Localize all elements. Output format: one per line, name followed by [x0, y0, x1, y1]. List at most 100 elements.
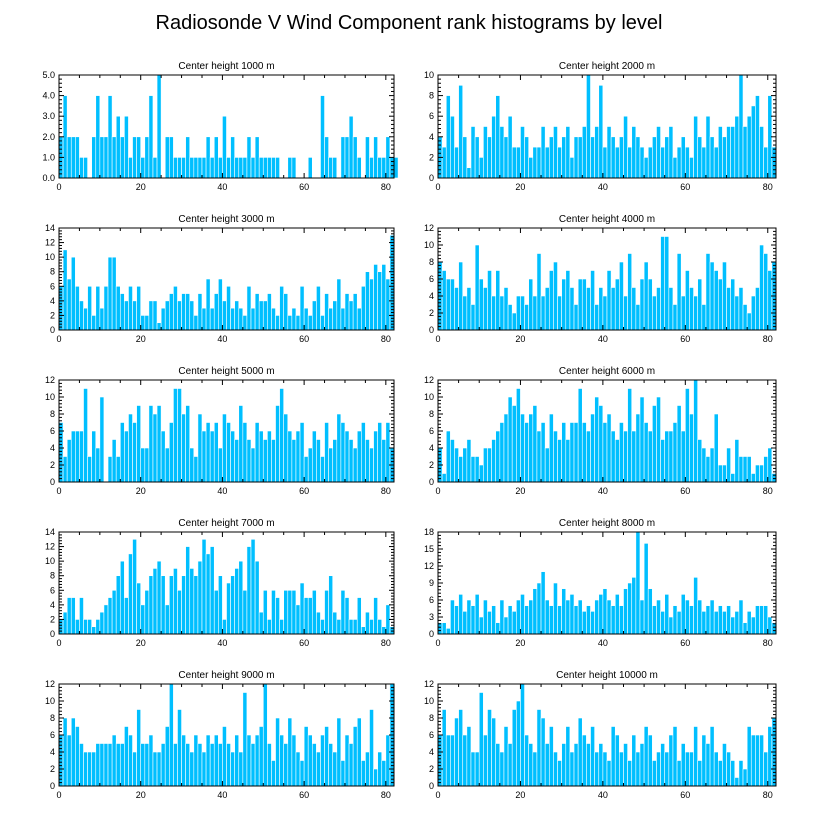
- histogram-bar: [569, 287, 575, 331]
- histogram-bar: [340, 760, 346, 787]
- histogram-bar: [185, 546, 191, 635]
- histogram-bar: [606, 760, 612, 787]
- y-tick-label: 0: [50, 629, 55, 639]
- histogram-bar: [70, 136, 76, 179]
- histogram-bar: [474, 594, 480, 635]
- histogram-bar: [287, 717, 293, 787]
- histogram-bar: [553, 261, 558, 331]
- histogram-bar: [495, 430, 501, 483]
- histogram-bar: [614, 278, 620, 331]
- histogram-bar: [279, 388, 284, 483]
- histogram-bar: [738, 456, 744, 483]
- histogram-bar: [75, 430, 80, 483]
- x-tick-label: 40: [598, 182, 608, 192]
- histogram-bar: [356, 430, 362, 483]
- histogram-bar: [450, 734, 455, 787]
- histogram-bar: [441, 622, 447, 635]
- histogram-bar: [275, 717, 280, 787]
- histogram-bar: [234, 157, 240, 179]
- histogram-bar: [590, 270, 595, 331]
- histogram-bar: [532, 405, 538, 483]
- histogram-bar: [528, 157, 534, 179]
- x-tick-label: 60: [299, 486, 309, 496]
- y-tick-label: 0: [429, 173, 434, 183]
- histogram-bar: [58, 619, 64, 635]
- histogram-bar: [466, 167, 472, 179]
- histogram-bar: [685, 270, 690, 331]
- histogram-bar: [598, 287, 604, 331]
- histogram-bar: [643, 261, 649, 331]
- histogram-bar: [610, 136, 616, 179]
- histogram-bar: [738, 599, 744, 635]
- histogram-bar: [87, 456, 92, 483]
- histogram-bar: [193, 575, 199, 635]
- histogram-bar: [144, 136, 150, 179]
- histogram-bar: [660, 611, 666, 635]
- histogram-bar: [520, 126, 525, 179]
- histogram-bar: [79, 300, 84, 331]
- histogram-bar: [569, 751, 575, 787]
- histogram-bar: [58, 285, 64, 331]
- x-tick-label: 0: [56, 638, 61, 648]
- histogram-bar: [209, 743, 215, 787]
- histogram-bar: [95, 285, 101, 331]
- histogram-bar: [373, 597, 378, 635]
- histogram-bar: [115, 743, 121, 787]
- histogram-bar: [445, 628, 451, 635]
- histogram-bar: [516, 599, 521, 635]
- y-tick-label: 4: [50, 600, 55, 610]
- histogram-bar: [528, 278, 534, 331]
- histogram-bar: [614, 439, 620, 483]
- histogram-panel-2: Center height 2000 m 0 20 40 60 80 0 2 4 6 8 10: [424, 61, 777, 192]
- histogram-bar: [643, 422, 649, 483]
- histogram-bar: [254, 422, 260, 483]
- histogram-bar: [148, 95, 154, 179]
- histogram-bar: [226, 582, 231, 635]
- histogram-bar: [507, 115, 513, 179]
- histogram-bar: [680, 743, 686, 787]
- histogram-bar: [511, 146, 517, 179]
- histogram-bar: [759, 464, 764, 483]
- y-tick-label: 6: [429, 274, 434, 284]
- histogram-bar: [478, 278, 484, 331]
- histogram-bar: [701, 304, 707, 331]
- panel-title: Center height 6000 m: [559, 366, 655, 377]
- x-tick-label: 80: [381, 638, 391, 648]
- histogram-bar: [303, 307, 309, 331]
- histogram-bar: [332, 439, 338, 483]
- y-tick-label: 3: [429, 612, 434, 622]
- histogram-bar: [478, 157, 484, 179]
- histogram-bar: [627, 760, 633, 787]
- histogram-bar: [222, 300, 227, 331]
- histogram-bar: [672, 157, 678, 179]
- histogram-bar: [226, 157, 231, 179]
- histogram-bar: [631, 577, 637, 635]
- histogram-bar: [610, 605, 616, 635]
- histogram-bar: [524, 422, 529, 483]
- histogram-bar: [614, 734, 620, 787]
- histogram-bar: [377, 751, 383, 787]
- histogram-bar: [311, 589, 317, 635]
- y-tick-label: 8: [50, 409, 55, 419]
- histogram-bar: [209, 546, 215, 635]
- histogram-bar: [755, 605, 760, 635]
- y-tick-label: 4: [429, 443, 434, 453]
- histogram-bar: [466, 599, 472, 635]
- histogram-bar: [676, 760, 682, 787]
- histogram-bar: [246, 285, 252, 331]
- x-tick-label: 20: [515, 334, 525, 344]
- histogram-bar: [173, 568, 178, 635]
- histogram-bar: [213, 734, 219, 787]
- histogram-bar: [709, 261, 715, 331]
- histogram-bar: [119, 743, 125, 787]
- histogram-bar: [569, 422, 575, 483]
- histogram-bar: [536, 253, 542, 331]
- histogram-bar: [726, 287, 731, 331]
- histogram-bar: [507, 743, 513, 787]
- histogram-bar: [136, 136, 142, 179]
- histogram-bar: [328, 307, 334, 331]
- histogram-bar: [365, 271, 370, 331]
- histogram-bar: [344, 136, 350, 179]
- histogram-bar: [136, 582, 142, 635]
